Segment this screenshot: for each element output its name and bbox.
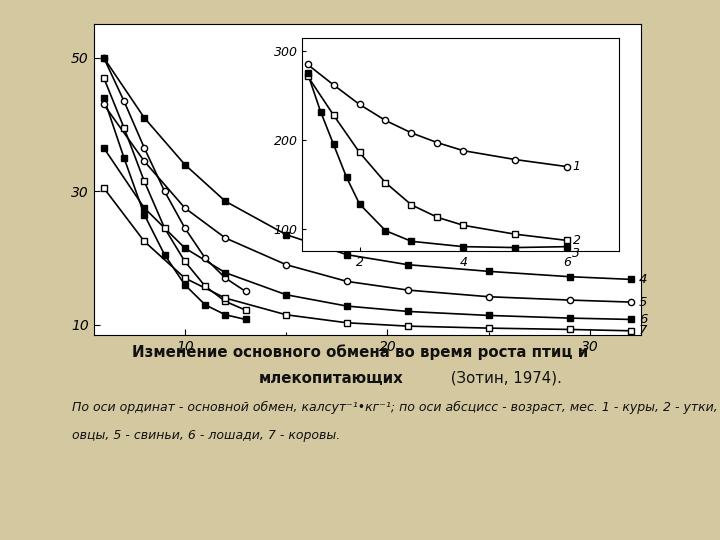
Text: 4: 4 bbox=[639, 273, 647, 286]
Text: млекопитающих: млекопитающих bbox=[259, 371, 404, 386]
Text: 1: 1 bbox=[572, 160, 580, 173]
Text: 5: 5 bbox=[639, 295, 647, 308]
Text: овцы, 5 - свиньи, 6 - лошади, 7 - коровы.: овцы, 5 - свиньи, 6 - лошади, 7 - коровы… bbox=[72, 429, 341, 442]
Text: 2: 2 bbox=[572, 234, 580, 247]
Text: Изменение основного обмена во время роста птиц и: Изменение основного обмена во время рост… bbox=[132, 344, 588, 360]
Text: 3: 3 bbox=[572, 247, 580, 260]
Text: По оси ординат - основной обмен, калсут⁻¹•кг⁻¹; по оси абсцисс - возраст, мес. 1: По оси ординат - основной обмен, калсут⁻… bbox=[72, 401, 720, 414]
Text: 6: 6 bbox=[639, 313, 647, 326]
Text: 7: 7 bbox=[639, 325, 647, 338]
Text: (Зотин, 1974).: (Зотин, 1974). bbox=[446, 371, 562, 386]
